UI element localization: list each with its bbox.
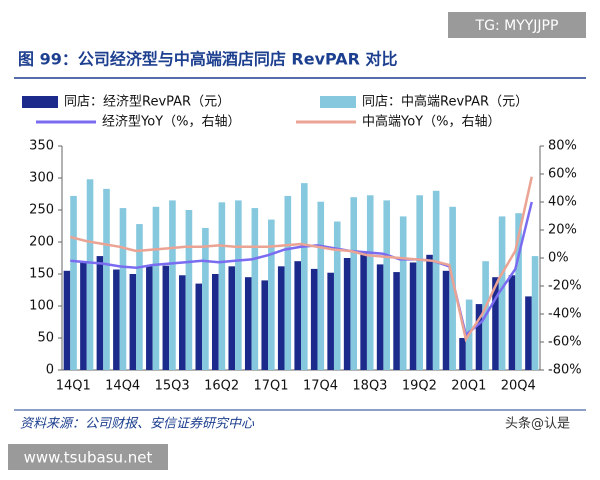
bar <box>294 261 301 370</box>
bar <box>185 210 193 370</box>
bar <box>70 195 77 370</box>
bar <box>383 200 391 370</box>
legend-swatch <box>22 96 58 108</box>
bar <box>498 216 506 370</box>
bar <box>251 208 259 370</box>
bar <box>459 338 466 370</box>
bar <box>525 296 532 370</box>
bar <box>162 265 170 370</box>
chart-title: 图 99：公司经济型与中高端酒店同店 RevPAR 对比 <box>18 50 398 69</box>
line <box>69 176 533 343</box>
y2-tick-label: 80% <box>548 139 577 154</box>
bar <box>211 274 219 370</box>
x-tick-label: 18Q3 <box>352 379 387 394</box>
bar <box>350 197 358 370</box>
bar <box>244 277 252 370</box>
source: 资料来源：公司财报、安信证券研究中心 <box>20 416 255 432</box>
x-tick-label: 17Q4 <box>303 379 338 394</box>
bar <box>195 283 203 370</box>
bar <box>96 256 104 370</box>
bar <box>119 208 127 370</box>
y-tick-label: 300 <box>29 171 54 186</box>
y-tick-label: 250 <box>29 203 54 218</box>
bar <box>508 275 516 370</box>
bar <box>310 268 318 370</box>
y2-tick-label: 40% <box>548 195 577 210</box>
bar <box>343 258 351 370</box>
x-tick-label: 14Q4 <box>105 379 140 394</box>
y-tick-label: 350 <box>29 139 54 154</box>
x-tick-label: 20Q4 <box>501 379 536 394</box>
bar <box>426 254 433 370</box>
legend-label: 同店：经济型RevPAR（元） <box>64 95 230 110</box>
x-tick-label: 17Q1 <box>254 379 289 394</box>
bar <box>475 304 483 370</box>
bar <box>146 266 153 370</box>
credit: 头条@认是 <box>505 416 570 432</box>
bar <box>416 195 423 370</box>
bar <box>393 272 400 370</box>
bar <box>492 277 499 370</box>
y2-tick-label: -40% <box>548 307 582 322</box>
bar <box>277 266 285 370</box>
bar <box>317 201 325 370</box>
bar <box>169 200 176 370</box>
bar <box>449 206 456 370</box>
bar <box>531 256 539 370</box>
bar <box>113 269 120 370</box>
bar <box>129 274 137 370</box>
bar <box>360 252 367 370</box>
y-tick-label: 50 <box>37 331 54 346</box>
bar <box>376 264 384 370</box>
legend-label: 同店：中高端RevPAR（元） <box>362 94 528 110</box>
bar <box>136 224 143 370</box>
x-tick-label: 20Q1 <box>451 379 486 394</box>
y-tick-label: 0 <box>46 363 54 378</box>
watermark-top: TG: MYYJJPP <box>475 18 559 34</box>
y2-tick-label: 20% <box>548 223 577 238</box>
bar <box>228 266 236 370</box>
x-tick-label: 14Q1 <box>56 379 91 394</box>
bar <box>268 219 275 370</box>
legend-label: 经济型YoY（%，右轴） <box>102 115 240 130</box>
y2-tick-label: -80% <box>548 363 582 378</box>
bar <box>333 221 341 370</box>
watermark-box <box>448 12 586 38</box>
y-tick-label: 200 <box>29 235 54 250</box>
bar <box>284 195 292 370</box>
bar <box>152 206 160 370</box>
legend-swatch <box>320 96 356 108</box>
y2-tick-label: 60% <box>548 167 577 182</box>
y2-tick-label: -60% <box>548 335 582 350</box>
y-tick-label: 150 <box>29 267 54 282</box>
bar <box>103 188 110 370</box>
bar <box>366 195 374 370</box>
bar <box>63 270 71 370</box>
watermark-bottom: www.tsubasu.net <box>24 449 153 467</box>
bar <box>218 202 226 370</box>
bar <box>80 261 87 370</box>
watermark-box <box>8 444 168 470</box>
bar <box>202 227 209 370</box>
bar <box>86 179 94 370</box>
bar <box>515 213 522 370</box>
bar <box>301 183 308 370</box>
legend-label: 中高端YoY（%，右轴） <box>362 114 500 130</box>
bar <box>179 275 186 370</box>
bar <box>261 280 269 370</box>
y2-tick-label: 0% <box>548 251 569 266</box>
bar <box>432 190 440 370</box>
bar <box>235 200 242 370</box>
bar <box>442 270 450 370</box>
bar <box>409 262 417 370</box>
x-tick-label: 19Q2 <box>402 379 437 394</box>
x-tick-label: 16Q2 <box>204 379 239 394</box>
bar <box>399 216 407 370</box>
y2-tick-label: -20% <box>548 279 582 294</box>
bar <box>327 272 334 370</box>
x-tick-label: 15Q3 <box>155 379 190 394</box>
y-tick-label: 100 <box>29 299 54 314</box>
